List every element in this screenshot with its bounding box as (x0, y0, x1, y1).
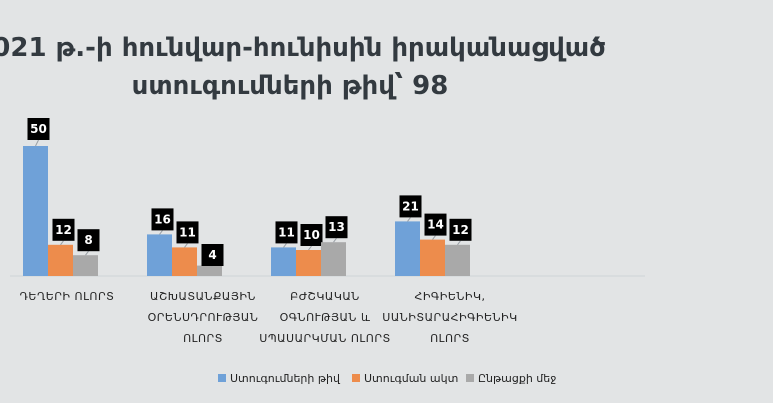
data-label-1-4: 21 (402, 199, 419, 213)
category-label-2-line-3: ՈԼՈՐՏ (183, 332, 223, 345)
data-label-box-3-4 (449, 218, 472, 241)
data-label-leader-2-2 (184, 243, 188, 248)
category-label-4-line-2: ՍԱՆԻՏԱՐԱՀԻԳԻԵՆԻԿ (382, 311, 517, 324)
bar-3-3 (321, 242, 346, 276)
bar-1-1 (23, 146, 48, 276)
category-label-3-line-3: ՍՊԱՍԱՐԿՄԱՆ ՈԼՈՐՏ (259, 332, 390, 345)
bar-2-1 (48, 244, 73, 276)
data-label-2-2: 11 (179, 225, 196, 239)
legend-label-2: Ստուգման ակտ (364, 372, 458, 385)
category-label-3-line-1: ԲԺՇԿԱԿԱՆ (290, 290, 360, 303)
bar-3-1 (73, 255, 98, 276)
data-label-2-4: 14 (427, 218, 444, 232)
bar-1-4 (395, 221, 420, 276)
legend-swatch-3 (466, 374, 474, 382)
data-label-leader-2-1 (60, 240, 64, 246)
data-label-box-2-3 (300, 224, 323, 246)
category-label-2-line-2: ՕՐԵՆՍԴՐՈՒԹՅԱՆ (148, 311, 259, 324)
bar-1-3 (271, 247, 296, 276)
legend-swatch-2 (352, 374, 360, 382)
data-label-leader-3-3 (333, 237, 337, 243)
data-label-leader-2-4 (432, 235, 436, 240)
category-label-4-line-1: ՀԻԳԻԵՆԻԿ, (414, 290, 485, 303)
data-label-leader-1-1 (35, 139, 39, 147)
data-label-box-1-4 (399, 195, 422, 218)
bar-1-2 (147, 234, 172, 276)
bar-2-2 (172, 247, 197, 276)
data-label-3-1: 8 (84, 233, 92, 247)
chart-title-line-2: ստուգումների թիվ՝ 98 (132, 71, 449, 101)
data-label-1-1: 50 (30, 122, 47, 136)
category-label-1-line-1: ԴԵՂԵՐԻ ՈԼՈՐՏ (20, 290, 115, 303)
data-label-leader-1-4 (407, 217, 411, 222)
data-label-box-2-1 (52, 218, 75, 241)
data-label-1-2: 16 (154, 212, 171, 226)
data-label-box-3-2 (201, 244, 224, 266)
data-label-leader-3-1 (85, 250, 89, 256)
data-label-leader-3-4 (457, 240, 461, 246)
data-label-box-1-2 (151, 208, 174, 231)
data-label-3-3: 13 (328, 220, 345, 234)
data-label-leader-1-3 (283, 243, 287, 248)
data-label-box-1-3 (275, 221, 298, 244)
data-label-2-3: 10 (303, 228, 320, 242)
data-label-3-2: 4 (208, 248, 216, 262)
data-label-box-2-4 (424, 213, 447, 236)
data-label-leader-2-3 (308, 245, 312, 251)
bar-3-2 (197, 265, 222, 276)
bar-3-4 (445, 244, 470, 276)
legend-swatch-1 (218, 374, 226, 382)
data-label-box-3-3 (325, 216, 348, 239)
category-label-2-line-1: ԱՇԽԱՏԱՆՔԱՅԻՆ (150, 290, 256, 303)
bar-2-4 (420, 239, 445, 276)
category-label-3-line-2: ՕԳՆՈՒԹՅԱՆ և (280, 311, 371, 324)
data-label-leader-1-2 (159, 230, 163, 235)
data-label-box-2-2 (176, 221, 199, 244)
data-label-3-4: 12 (452, 223, 469, 237)
data-label-1-3: 11 (278, 225, 295, 239)
legend-label-1: Ստուգումների թիվ (230, 372, 341, 385)
data-label-box-1-1 (27, 118, 50, 140)
bar-2-3 (296, 250, 321, 276)
data-label-box-3-1 (77, 229, 100, 252)
data-label-2-1: 12 (55, 223, 72, 237)
legend-label-3: Ընթացքի մեջ (478, 372, 556, 385)
chart-title-line-1: 2021 թ.-ի հունվար-հունիսին իրականացված (0, 33, 606, 63)
category-label-4-line-3: ՈԼՈՐՏ (430, 332, 470, 345)
